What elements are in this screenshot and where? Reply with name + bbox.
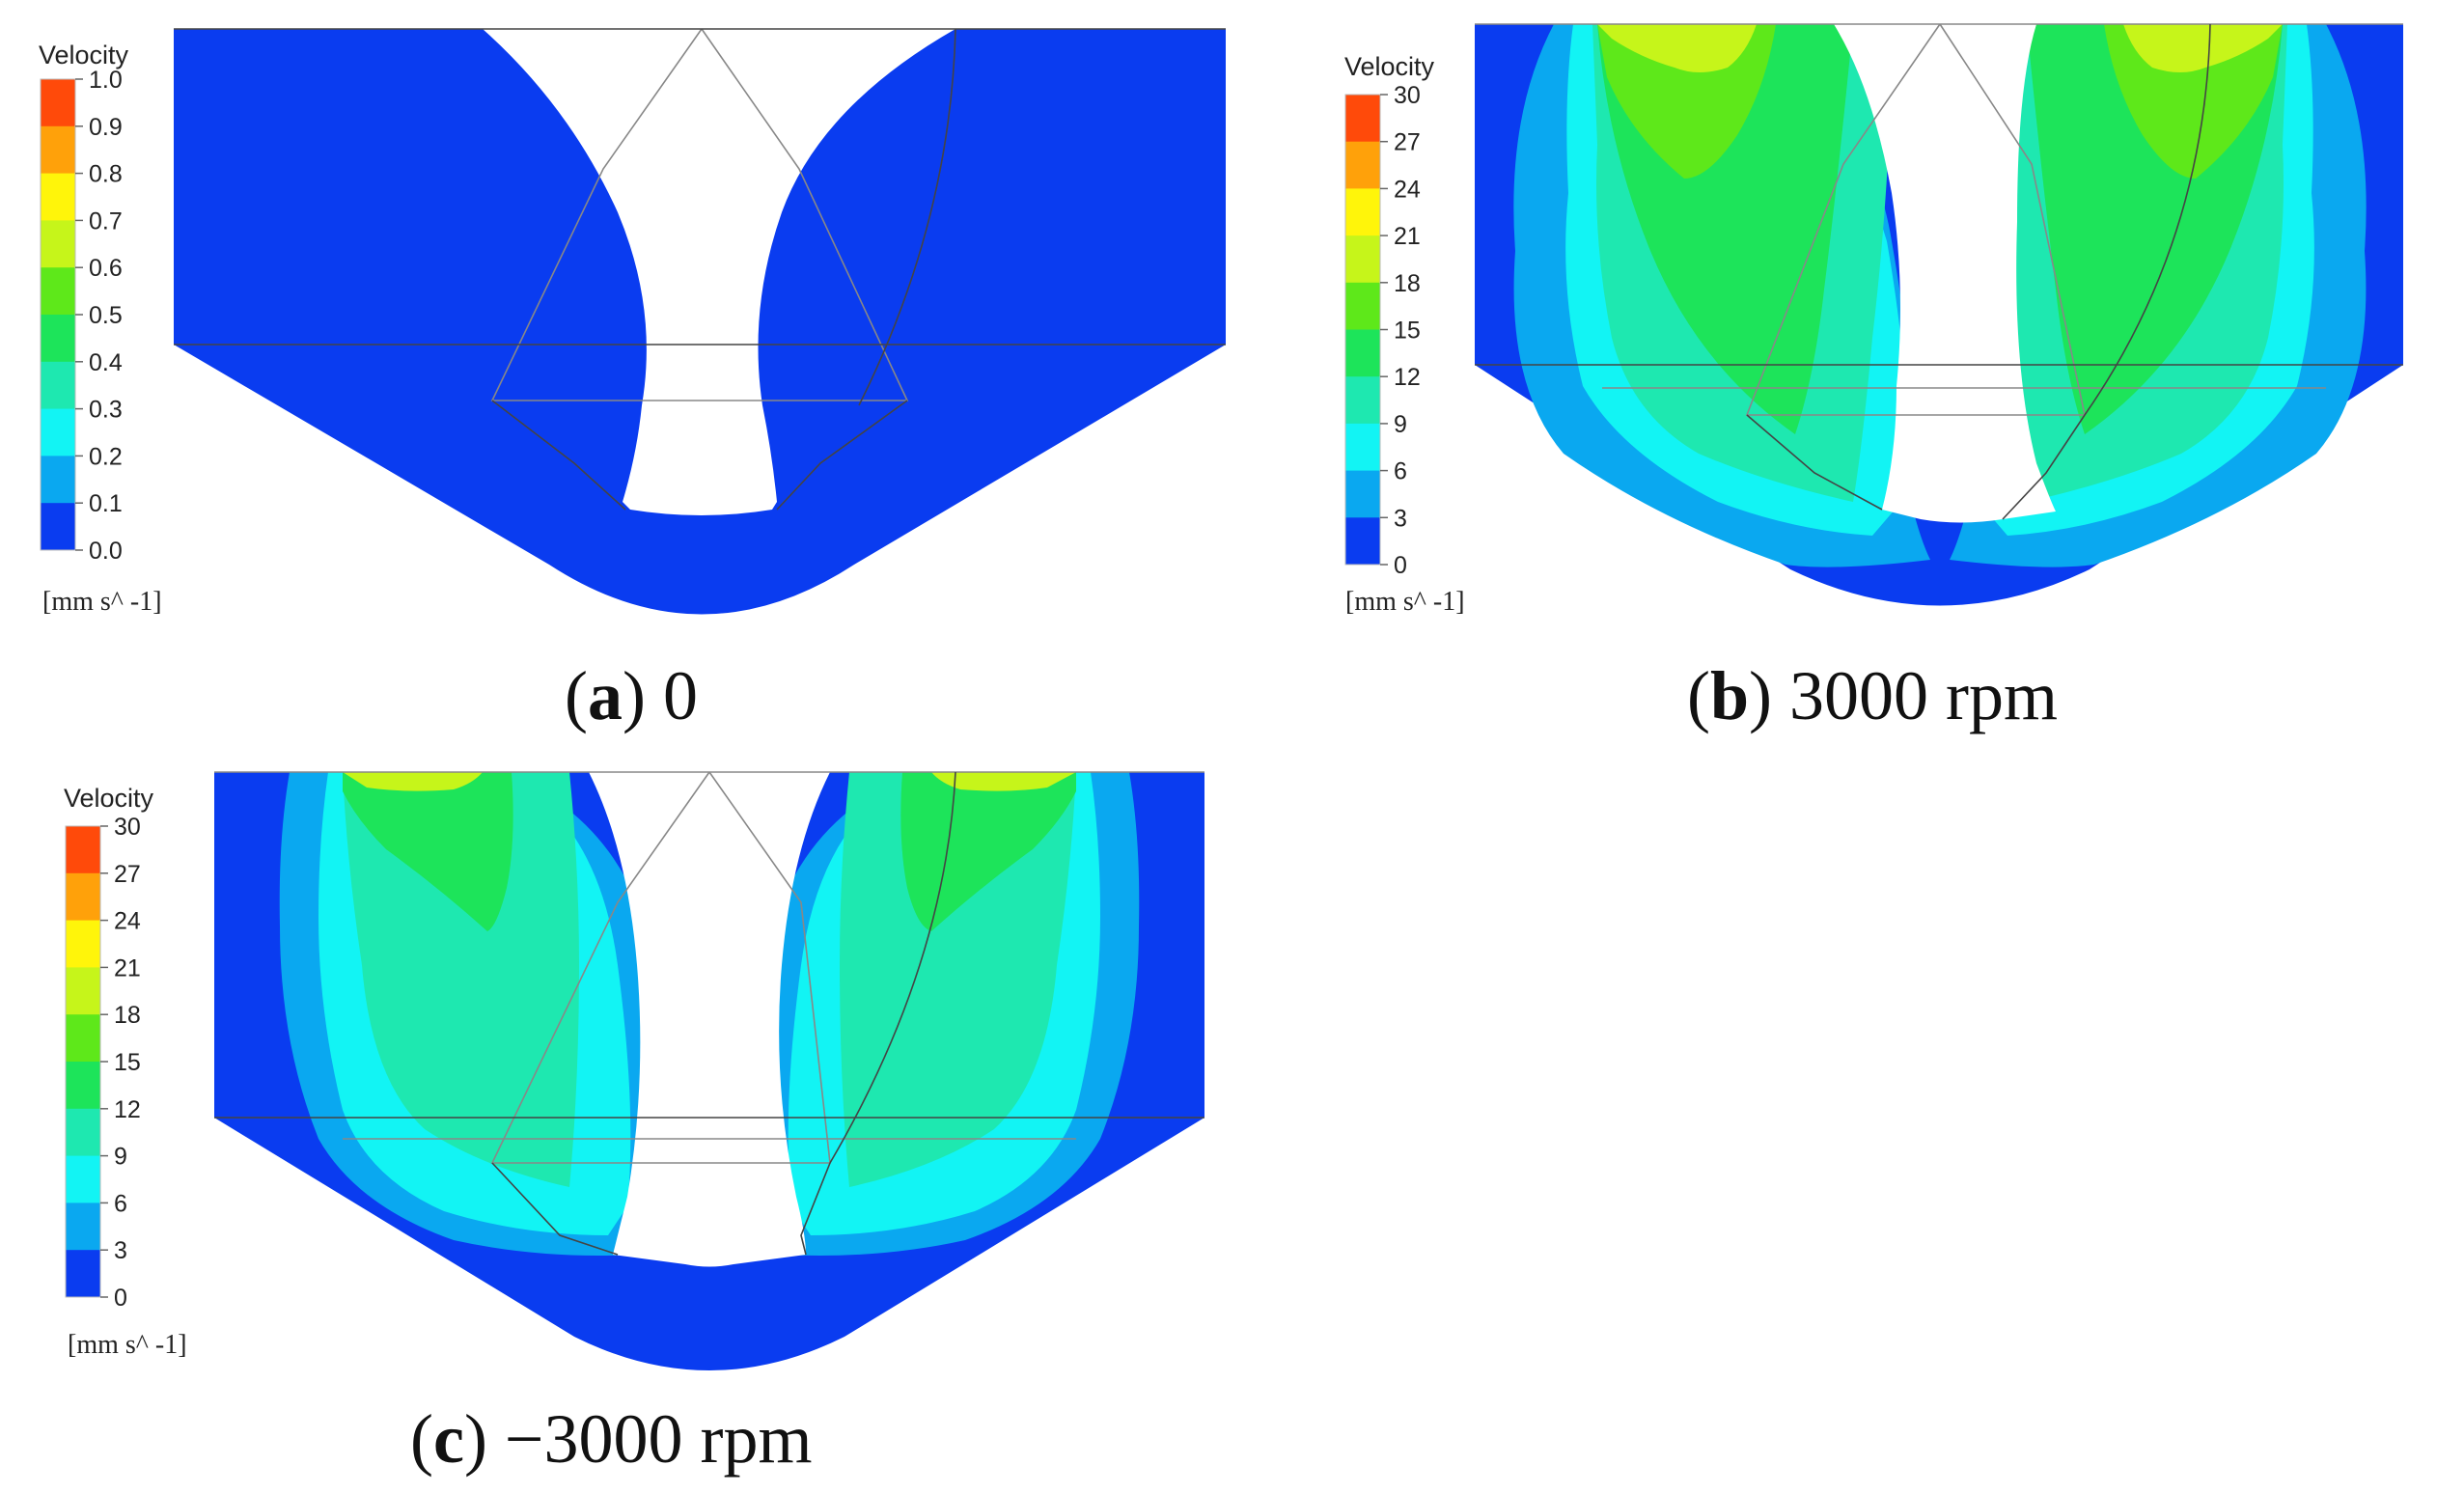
colorbar-tick-label: 3	[114, 1237, 127, 1264]
colorbar-tick-label: 27	[1394, 129, 1421, 156]
mesh-lines-b	[1475, 23, 2403, 520]
hole-a	[483, 29, 955, 515]
mesh-lines-c	[214, 771, 1204, 1256]
colorbar-tick-label: 1.0	[89, 67, 123, 94]
colorbar-tick-label: 0.5	[89, 302, 123, 329]
colorbar-tick-label: 15	[114, 1049, 141, 1076]
colorbar-tick-label: 0.7	[89, 207, 123, 235]
colorbar-swatch	[41, 220, 75, 268]
colorbar-tick-label: 24	[114, 908, 141, 935]
contour-plot-b	[1475, 23, 2403, 606]
colorbar-tick-label: 12	[1394, 364, 1421, 391]
mesh-lines-a	[174, 28, 1226, 511]
colorbar-swatch	[66, 872, 100, 922]
colorbar-swatch	[66, 1155, 100, 1203]
colorbar-tick-label: 21	[114, 954, 141, 982]
colorbar-tick-label: 18	[114, 1002, 141, 1029]
colorbar-a: Velocity 1.0 0.9 0.8 0.7 0.6 0.5 0.4 0.3 0.2 0.1 0…	[39, 41, 162, 617]
colorbar-tick-label: 30	[114, 814, 141, 841]
colorbar-swatch	[66, 826, 100, 874]
colorbar-swatch	[66, 1250, 100, 1298]
panel-a: Velocity 1.0 0.9 0.8 0.7 0.6 0.5 0.4 0.3 0.2 0.1 0…	[39, 28, 1226, 734]
colorbar-swatch	[1345, 329, 1380, 377]
colorbar-swatch	[66, 1014, 100, 1063]
colorbar-swatch	[66, 920, 100, 968]
colorbar-tick-label: 0.3	[89, 397, 123, 424]
colorbar-tick-label: 0.4	[89, 349, 123, 376]
colorbar-swatch	[1345, 423, 1380, 472]
colorbar-swatch	[1345, 517, 1380, 566]
colorbar-swatch	[1345, 141, 1380, 189]
colorbar-title-a: Velocity	[39, 41, 129, 69]
colorbar-swatch	[41, 361, 75, 410]
colorbar-tick-label: 6	[1394, 458, 1407, 485]
colorbar-tick-label: 21	[1394, 223, 1421, 250]
colorbar-swatch	[66, 1203, 100, 1251]
colorbar-tick-label: 3	[1394, 505, 1407, 532]
colorbar-swatch	[41, 408, 75, 456]
colorbar-tick-label: 24	[1394, 176, 1421, 203]
caption-c: (c) −3000 rpm	[410, 1400, 813, 1478]
colorbar-tick-label: 27	[114, 861, 141, 888]
colorbar-tick-label: 0	[114, 1285, 127, 1312]
hole-c	[589, 772, 830, 1267]
colorbar-tick-label: 18	[1394, 270, 1421, 297]
colorbar-tick-label: 0.2	[89, 443, 123, 470]
colorbar-swatch	[41, 125, 75, 175]
colorbar-swatch	[41, 315, 75, 363]
colorbar-swatch	[1345, 235, 1380, 284]
colorbar-swatch	[1345, 470, 1380, 518]
colorbar-swatch	[41, 267, 75, 316]
colorbar-tick-label: 6	[114, 1190, 127, 1217]
colorbar-tick-label: 15	[1394, 318, 1421, 345]
colorbar-tick-label: 30	[1394, 82, 1421, 109]
colorbar-unit-b: [mm s^ -1]	[1345, 587, 1465, 617]
colorbar-tick-label: 0	[1394, 552, 1407, 579]
caption-a: (a) 0	[565, 657, 698, 734]
contour-plot-a	[174, 28, 1226, 615]
colorbar-tick-label: 0.0	[89, 538, 123, 565]
colorbar-tick-label: 9	[114, 1144, 127, 1171]
colorbar-tick-label: 12	[114, 1096, 141, 1123]
colorbar-swatch	[41, 173, 75, 221]
caption-b: (b) 3000 rpm	[1687, 657, 2058, 734]
colorbar-swatch	[1345, 376, 1380, 425]
colorbar-tick-label: 0.8	[89, 161, 123, 188]
colorbar-swatch	[66, 1108, 100, 1157]
colorbar-title-b: Velocity	[1344, 52, 1435, 81]
colorbar-swatch	[1345, 188, 1380, 236]
colorbar-swatch	[66, 967, 100, 1015]
hole-b	[1834, 24, 2056, 523]
colorbar-tick-label: 9	[1394, 411, 1407, 438]
colorbar-unit-c: [mm s^ -1]	[68, 1330, 187, 1360]
colorbar-swatch	[66, 1062, 100, 1110]
colorbar-title-c: Velocity	[64, 784, 154, 813]
colorbar-unit-a: [mm s^ -1]	[42, 587, 162, 617]
colorbar-swatch	[41, 79, 75, 127]
contour-plot-c	[214, 771, 1204, 1370]
colorbar-tick-label: 0.1	[89, 490, 123, 517]
colorbar-swatch	[1345, 282, 1380, 330]
colorbar-tick-label: 0.9	[89, 114, 123, 141]
colorbar-swatch	[41, 503, 75, 551]
colorbar-swatch	[1345, 95, 1380, 143]
colorbar-tick-label: 0.6	[89, 255, 123, 282]
colorbar-swatch	[41, 456, 75, 504]
